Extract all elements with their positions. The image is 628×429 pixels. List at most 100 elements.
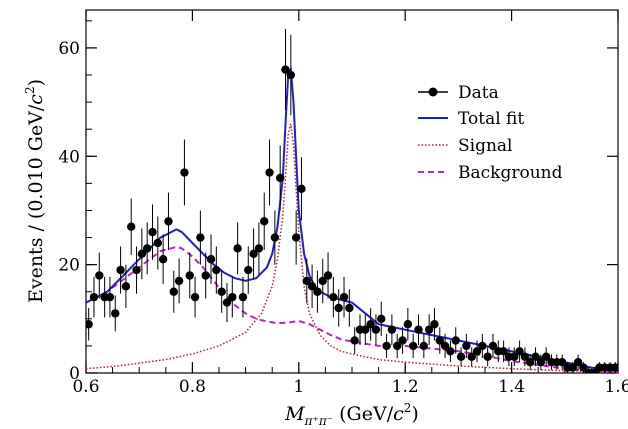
data-point — [95, 271, 104, 280]
data-point — [307, 282, 317, 291]
data-point — [254, 244, 264, 253]
data-point — [573, 357, 583, 367]
data-point — [148, 227, 157, 237]
data-point — [260, 217, 269, 226]
x-tick-label: 0.6 — [72, 377, 99, 397]
data-point — [249, 249, 258, 259]
data-point — [132, 265, 141, 275]
data-point — [329, 292, 338, 302]
legend-item-data: Data — [418, 83, 499, 103]
data-point — [270, 233, 280, 242]
data-point — [451, 336, 460, 345]
data-point — [244, 265, 253, 275]
data-point — [366, 320, 375, 329]
curve-total-fit — [86, 65, 618, 372]
legend-label-total-fit: Total fit — [458, 109, 524, 129]
data-point — [174, 276, 184, 286]
data-point — [222, 298, 232, 307]
data-point — [281, 65, 290, 74]
data-point — [105, 292, 115, 302]
data-point — [510, 352, 519, 361]
data-point — [137, 249, 147, 259]
curve-background — [86, 245, 618, 373]
legend-item-total-fit: Total fit — [418, 109, 524, 129]
data-point — [275, 173, 285, 183]
data-point — [164, 217, 173, 226]
legend-label-signal: Signal — [458, 136, 513, 156]
data-point — [212, 265, 221, 275]
data-point — [297, 184, 306, 193]
data-point — [233, 244, 242, 253]
curve-signal — [86, 123, 618, 373]
x-tick-label: 1 — [293, 377, 304, 397]
data-point — [557, 357, 567, 367]
data-point — [435, 336, 444, 345]
data-point — [127, 222, 136, 231]
data-point — [393, 341, 402, 351]
data-point — [121, 282, 131, 291]
legend-item-background: Background — [418, 163, 563, 183]
fit-curves — [86, 65, 618, 373]
data-point — [419, 341, 429, 351]
legend-label-data: Data — [458, 83, 499, 103]
data-point — [446, 347, 455, 356]
data-point — [611, 363, 618, 372]
x-tick-label: 0.8 — [179, 377, 206, 397]
data-point — [201, 271, 210, 280]
legend-label-background: Background — [458, 163, 563, 183]
data-point — [478, 341, 487, 351]
x-tick-label: 1.2 — [392, 377, 419, 397]
data-point — [142, 244, 152, 253]
data-point — [387, 325, 397, 334]
data-point — [536, 357, 546, 367]
data-point — [467, 352, 476, 361]
data-point — [116, 265, 125, 275]
legend-marker-icon — [428, 87, 438, 97]
data-point — [382, 341, 391, 351]
data-point — [541, 352, 551, 361]
data-point — [158, 255, 168, 264]
data-points — [86, 29, 618, 373]
data-point — [318, 276, 327, 286]
data-point — [424, 325, 434, 334]
x-axis-title: Mπ⁺π⁻ (GeV/c2) — [284, 401, 419, 428]
data-point — [323, 271, 333, 280]
data-point — [526, 357, 535, 367]
data-point — [291, 233, 301, 242]
legend-item-signal: Signal — [418, 136, 513, 156]
y-tick-label: 40 — [58, 147, 80, 167]
data-point — [169, 287, 178, 296]
x-tick-label: 1.4 — [498, 377, 525, 397]
data-point — [334, 303, 343, 313]
data-point — [430, 320, 439, 329]
y-tick-label: 0 — [69, 364, 80, 384]
data-point — [339, 292, 349, 302]
data-point — [472, 347, 482, 356]
data-point — [488, 341, 498, 351]
data-point — [462, 341, 471, 351]
data-point — [217, 287, 226, 296]
data-point — [302, 276, 311, 286]
y-tick-label: 60 — [58, 39, 80, 59]
y-tick-label: 20 — [58, 256, 80, 276]
data-point — [111, 309, 120, 318]
data-point — [361, 325, 370, 334]
data-point — [568, 363, 577, 372]
data-point — [153, 238, 163, 248]
data-point — [86, 320, 93, 329]
data-point — [313, 287, 322, 296]
data-point — [286, 70, 296, 80]
data-point — [206, 255, 216, 264]
data-point — [408, 341, 418, 351]
data-point — [398, 336, 407, 345]
data-point — [190, 292, 200, 302]
data-point — [499, 347, 508, 356]
data-point — [403, 320, 413, 329]
data-point — [89, 292, 99, 302]
data-point — [483, 352, 492, 361]
data-point — [185, 271, 194, 280]
data-point — [520, 352, 530, 361]
y-axis: 0 20 40 60 — [58, 20, 618, 384]
data-point — [371, 325, 381, 334]
